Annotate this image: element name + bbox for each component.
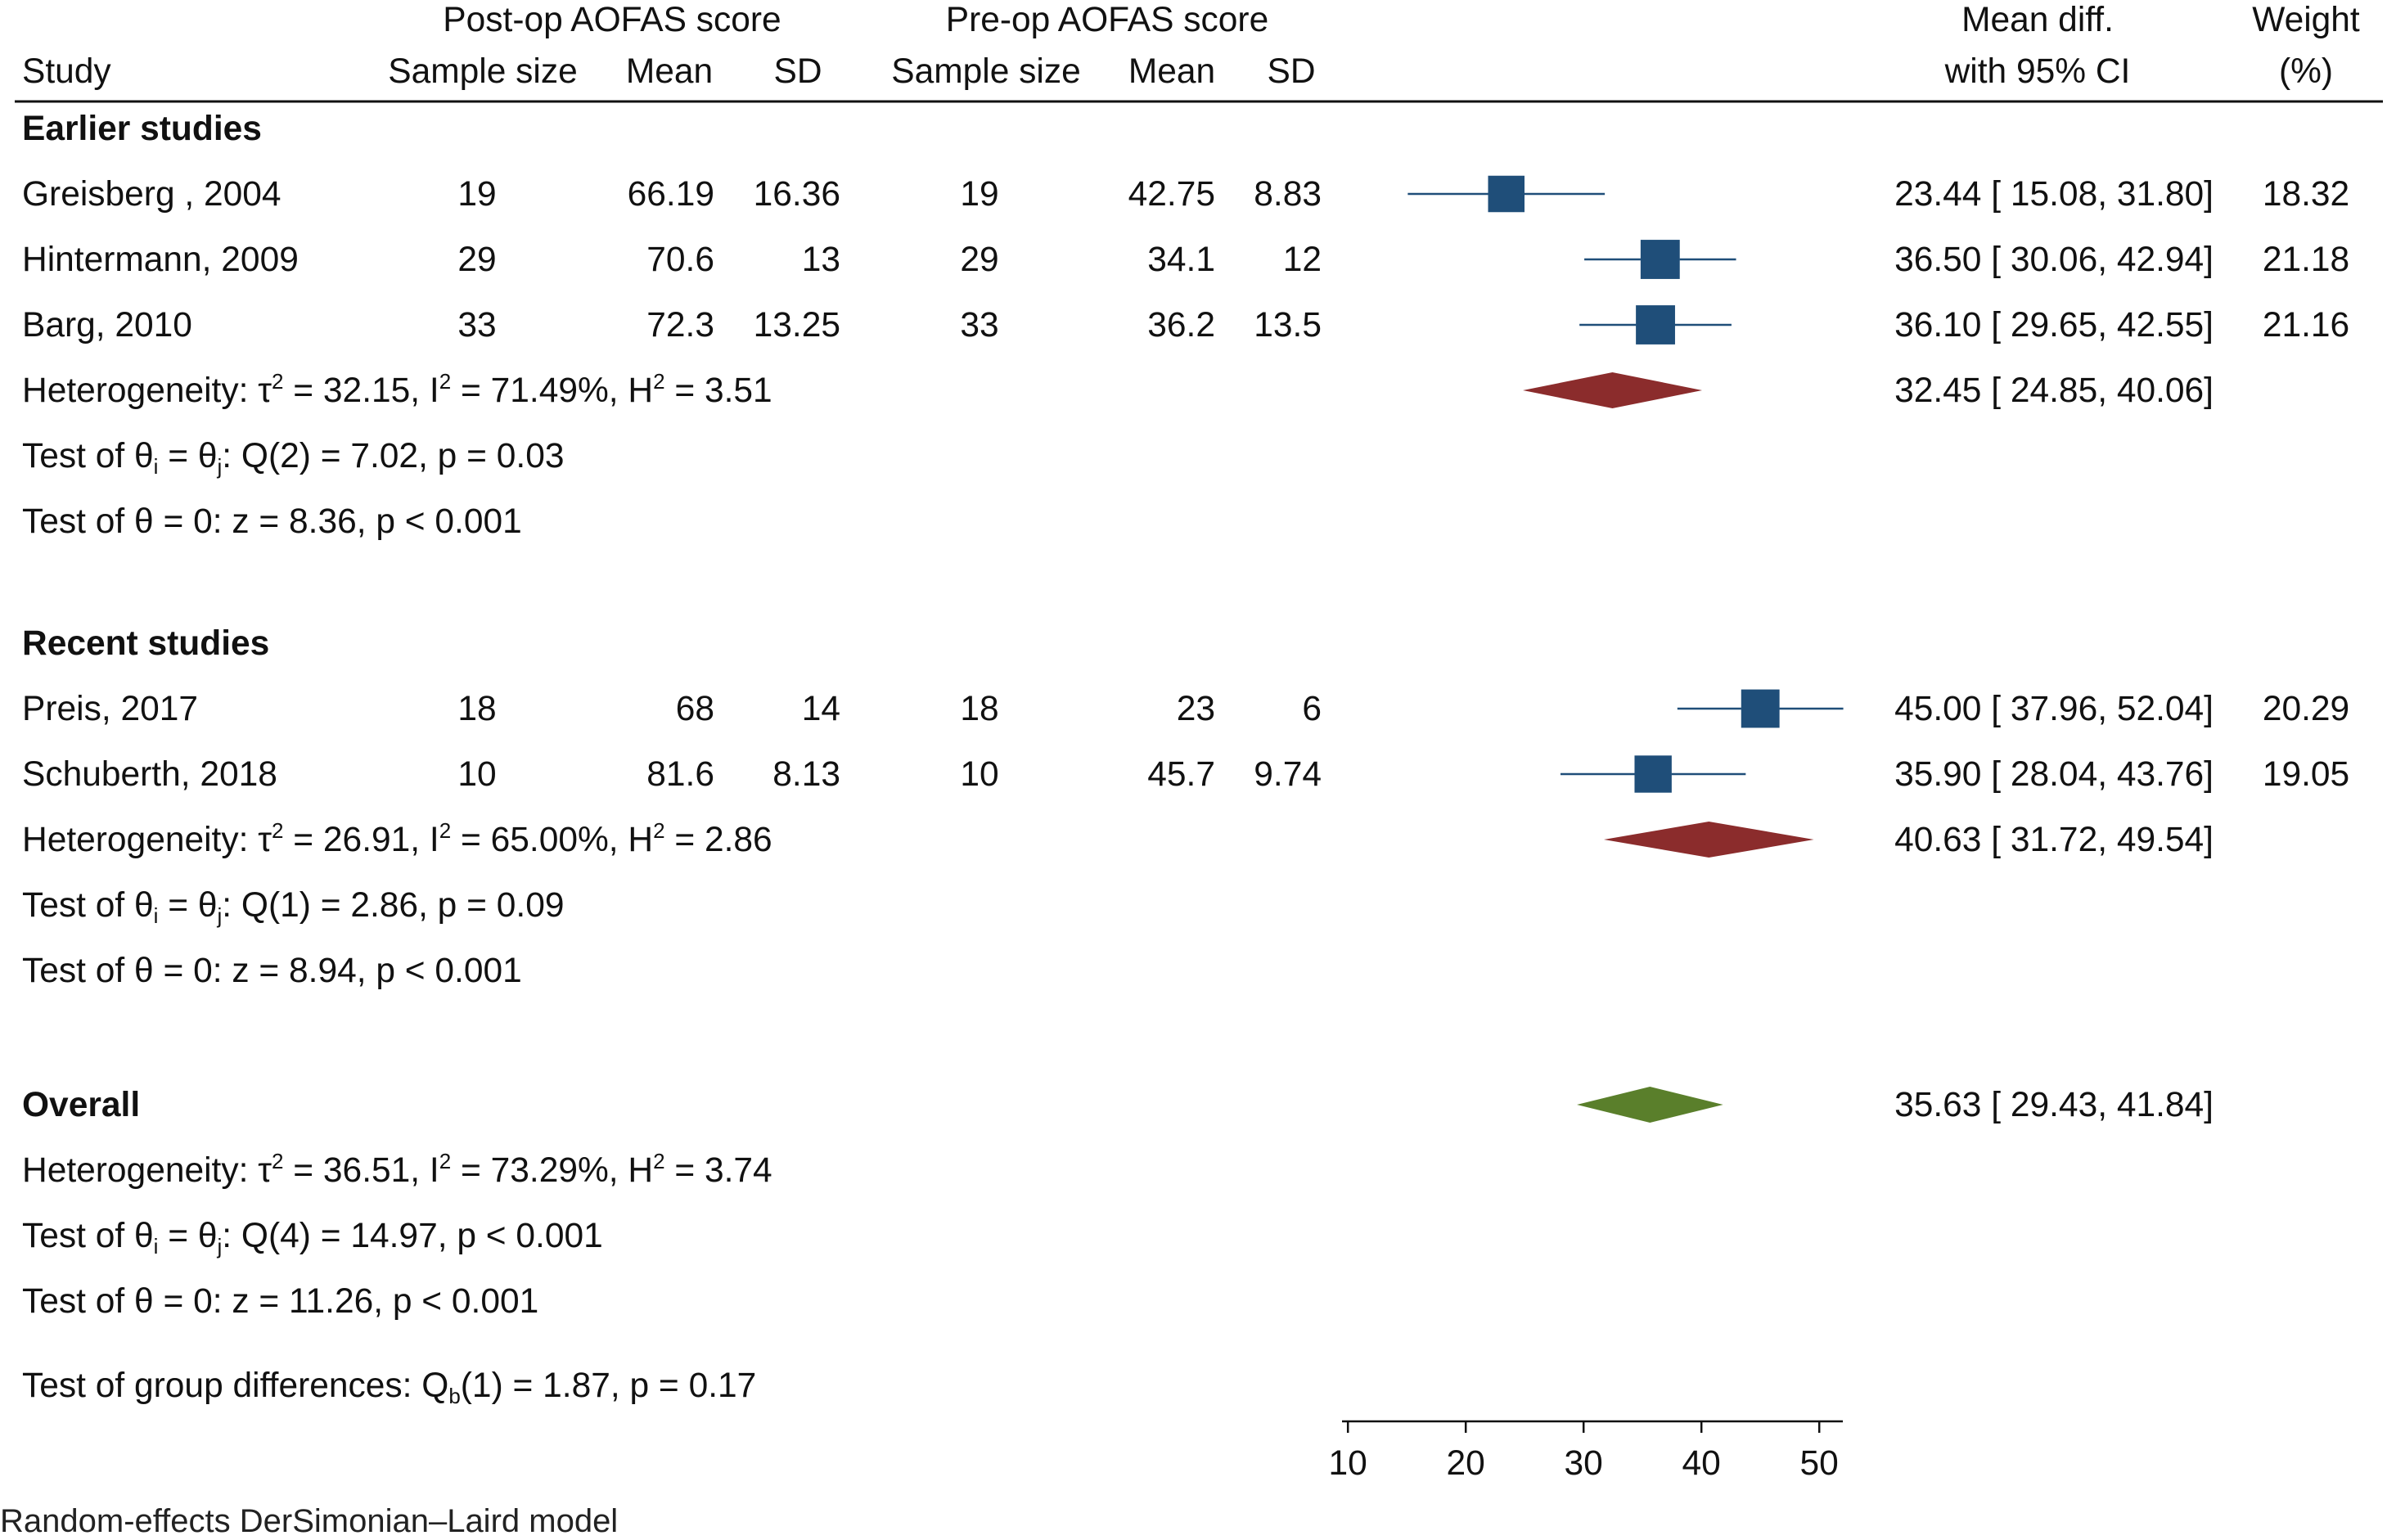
post-sample-size: 19 — [457, 175, 496, 214]
homogeneity-test: Test of θi = θj: Q(2) = 7.02, p = 0.03 — [22, 437, 564, 479]
group-difference-test: Test of group differences: Qb(1) = 1.87,… — [22, 1367, 756, 1408]
post-sd-header: SD — [773, 52, 822, 91]
study-row: Barg, 2010 33 72.3 13.25 33 36.2 13.5 36.10 [ 2… — [22, 305, 2349, 344]
study-marker — [1488, 175, 1525, 213]
post-mean: 70.6 — [646, 241, 714, 279]
pre-op-group-header: Pre-op AOFAS score — [946, 1, 1268, 39]
zero-effect-test: Test of θ = 0: z = 8.94, p < 0.001 — [22, 952, 522, 990]
pre-mean-header: Mean — [1128, 52, 1215, 91]
study-marker — [1640, 240, 1680, 279]
subtotal-ci-text: 32.45 [ 24.85, 40.06] — [1894, 371, 2214, 410]
overall-diamond — [1576, 1087, 1723, 1123]
study-name: Barg, 2010 — [22, 306, 192, 344]
effect-ci-text: 35.90 [ 28.04, 43.76] — [1894, 755, 2214, 794]
post-sd: 16.36 — [754, 175, 840, 214]
overall-homogeneity-test: Test of θi = θj: Q(4) = 14.97, p < 0.001 — [22, 1217, 603, 1259]
post-sample-size: 29 — [457, 241, 496, 279]
post-op-group-header: Post-op AOFAS score — [443, 1, 781, 39]
pre-mean: 34.1 — [1147, 241, 1215, 279]
subgroup-diamond — [1603, 822, 1814, 858]
study-row: Hintermann, 2009 29 70.6 13 29 34.1 12 36.50 [ … — [22, 240, 2349, 279]
x-tick-label: 30 — [1565, 1444, 1603, 1483]
pre-mean: 45.7 — [1147, 755, 1215, 794]
x-tick-label: 20 — [1447, 1444, 1485, 1483]
study-row: Schuberth, 2018 10 81.6 8.13 10 45.7 9.74 35.90… — [22, 755, 2349, 794]
overall-zero-effect-test: Test of θ = 0: z = 11.26, p < 0.001 — [22, 1282, 538, 1321]
subgroup: Earlier studies 32.45 [ 24.85, 40.06] Test… — [22, 110, 2214, 541]
post-mean: 72.3 — [646, 306, 714, 344]
effect-ci-text: 45.00 [ 37.96, 52.04] — [1894, 690, 2214, 728]
subgroup-label: Earlier studies — [22, 110, 262, 148]
effect-ci-text: 36.50 [ 30.06, 42.94] — [1894, 241, 2214, 279]
weight-text: 21.16 — [2263, 306, 2349, 344]
pre-sample-size: 33 — [960, 306, 998, 344]
post-sample-size-header: Sample size — [388, 52, 578, 91]
x-tick-label: 50 — [1800, 1444, 1839, 1483]
pre-sd-header: SD — [1267, 52, 1315, 91]
homogeneity-test: Test of θi = θj: Q(1) = 2.86, p = 0.09 — [22, 886, 564, 928]
subgroup-label: Recent studies — [22, 624, 269, 663]
weight-text: 20.29 — [2263, 690, 2349, 728]
x-tick-label: 10 — [1329, 1444, 1367, 1483]
overall-ci-text: 35.63 [ 29.43, 41.84] — [1894, 1086, 2214, 1124]
pre-sd: 6 — [1302, 690, 1322, 728]
x-tick-label: 40 — [1682, 1444, 1721, 1483]
study-name: Greisberg , 2004 — [22, 175, 281, 214]
post-sd: 8.13 — [772, 755, 840, 794]
overall-heterogeneity-stat: Heterogeneity: τ2 = 36.51, I2 = 73.29%, … — [22, 1149, 772, 1190]
study-marker — [1741, 689, 1780, 728]
pre-sd: 9.74 — [1254, 755, 1322, 794]
post-mean-header: Mean — [626, 52, 713, 91]
pre-sd: 12 — [1283, 241, 1322, 279]
study-marker — [1636, 305, 1675, 344]
weight-text: 19.05 — [2263, 755, 2349, 794]
post-mean: 68 — [676, 690, 714, 728]
pre-sample-size-header: Sample size — [891, 52, 1081, 91]
study-name: Hintermann, 2009 — [22, 241, 299, 279]
pre-sample-size: 19 — [960, 175, 998, 214]
x-axis: 10 20 30 40 50 — [1329, 1420, 1843, 1483]
effect-ci-text: 36.10 [ 29.65, 42.55] — [1894, 306, 2214, 344]
post-sd: 14 — [802, 690, 840, 728]
weight-unit-header: (%) — [2279, 52, 2333, 91]
model-footnote: Random-effects DerSimonian–Laird model — [0, 1503, 618, 1539]
post-mean: 81.6 — [646, 755, 714, 794]
pre-sample-size: 10 — [960, 755, 998, 794]
overall-block: Overall 35.63 [ 29.43, 41.84] Test of θ = … — [22, 1086, 2214, 1321]
post-sd: 13 — [802, 241, 840, 279]
post-mean: 66.19 — [628, 175, 714, 214]
study-name: Preis, 2017 — [22, 690, 198, 728]
zero-effect-test: Test of θ = 0: z = 8.36, p < 0.001 — [22, 502, 522, 541]
study-marker — [1634, 755, 1672, 793]
pre-mean: 23 — [1177, 690, 1215, 728]
pre-mean: 36.2 — [1147, 306, 1215, 344]
post-sample-size: 10 — [457, 755, 496, 794]
weight-header: Weight — [2252, 1, 2360, 39]
pre-sample-size: 18 — [960, 690, 998, 728]
post-sample-size: 18 — [457, 690, 496, 728]
post-sample-size: 33 — [457, 306, 496, 344]
pre-mean: 42.75 — [1128, 175, 1215, 214]
pre-sd: 8.83 — [1254, 175, 1322, 214]
subtotal-ci-text: 40.63 [ 31.72, 49.54] — [1894, 821, 2214, 859]
pre-sd: 13.5 — [1254, 306, 1322, 344]
post-sd: 13.25 — [754, 306, 840, 344]
subgroup: Recent studies 40.63 [ 31.72, 49.54] Test … — [22, 624, 2214, 990]
mean-diff-header: Mean diff. — [1961, 1, 2114, 39]
ci-header: with 95% CI — [1944, 52, 2131, 91]
subgroup-diamond — [1523, 372, 1703, 408]
study-name: Schuberth, 2018 — [22, 755, 277, 794]
effect-ci-text: 23.44 [ 15.08, 31.80] — [1894, 175, 2214, 214]
overall-label: Overall — [22, 1086, 140, 1124]
weight-text: 18.32 — [2263, 175, 2349, 214]
pre-sample-size: 29 — [960, 241, 998, 279]
study-row: Preis, 2017 18 68 14 18 23 6 45.00 [ 37.96, 52.… — [22, 689, 2349, 728]
study-row: Greisberg , 2004 19 66.19 16.36 19 42.75 8.83 2… — [22, 175, 2349, 214]
study-column-header: Study — [22, 52, 111, 91]
weight-text: 21.18 — [2263, 241, 2349, 279]
heterogeneity-stat: Heterogeneity: τ2 = 32.15, I2 = 71.49%, … — [22, 369, 772, 410]
table-header: Post-op AOFAS score Pre-op AOFAS score Mea… — [22, 1, 2360, 91]
heterogeneity-stat: Heterogeneity: τ2 = 26.91, I2 = 65.00%, … — [22, 818, 772, 859]
